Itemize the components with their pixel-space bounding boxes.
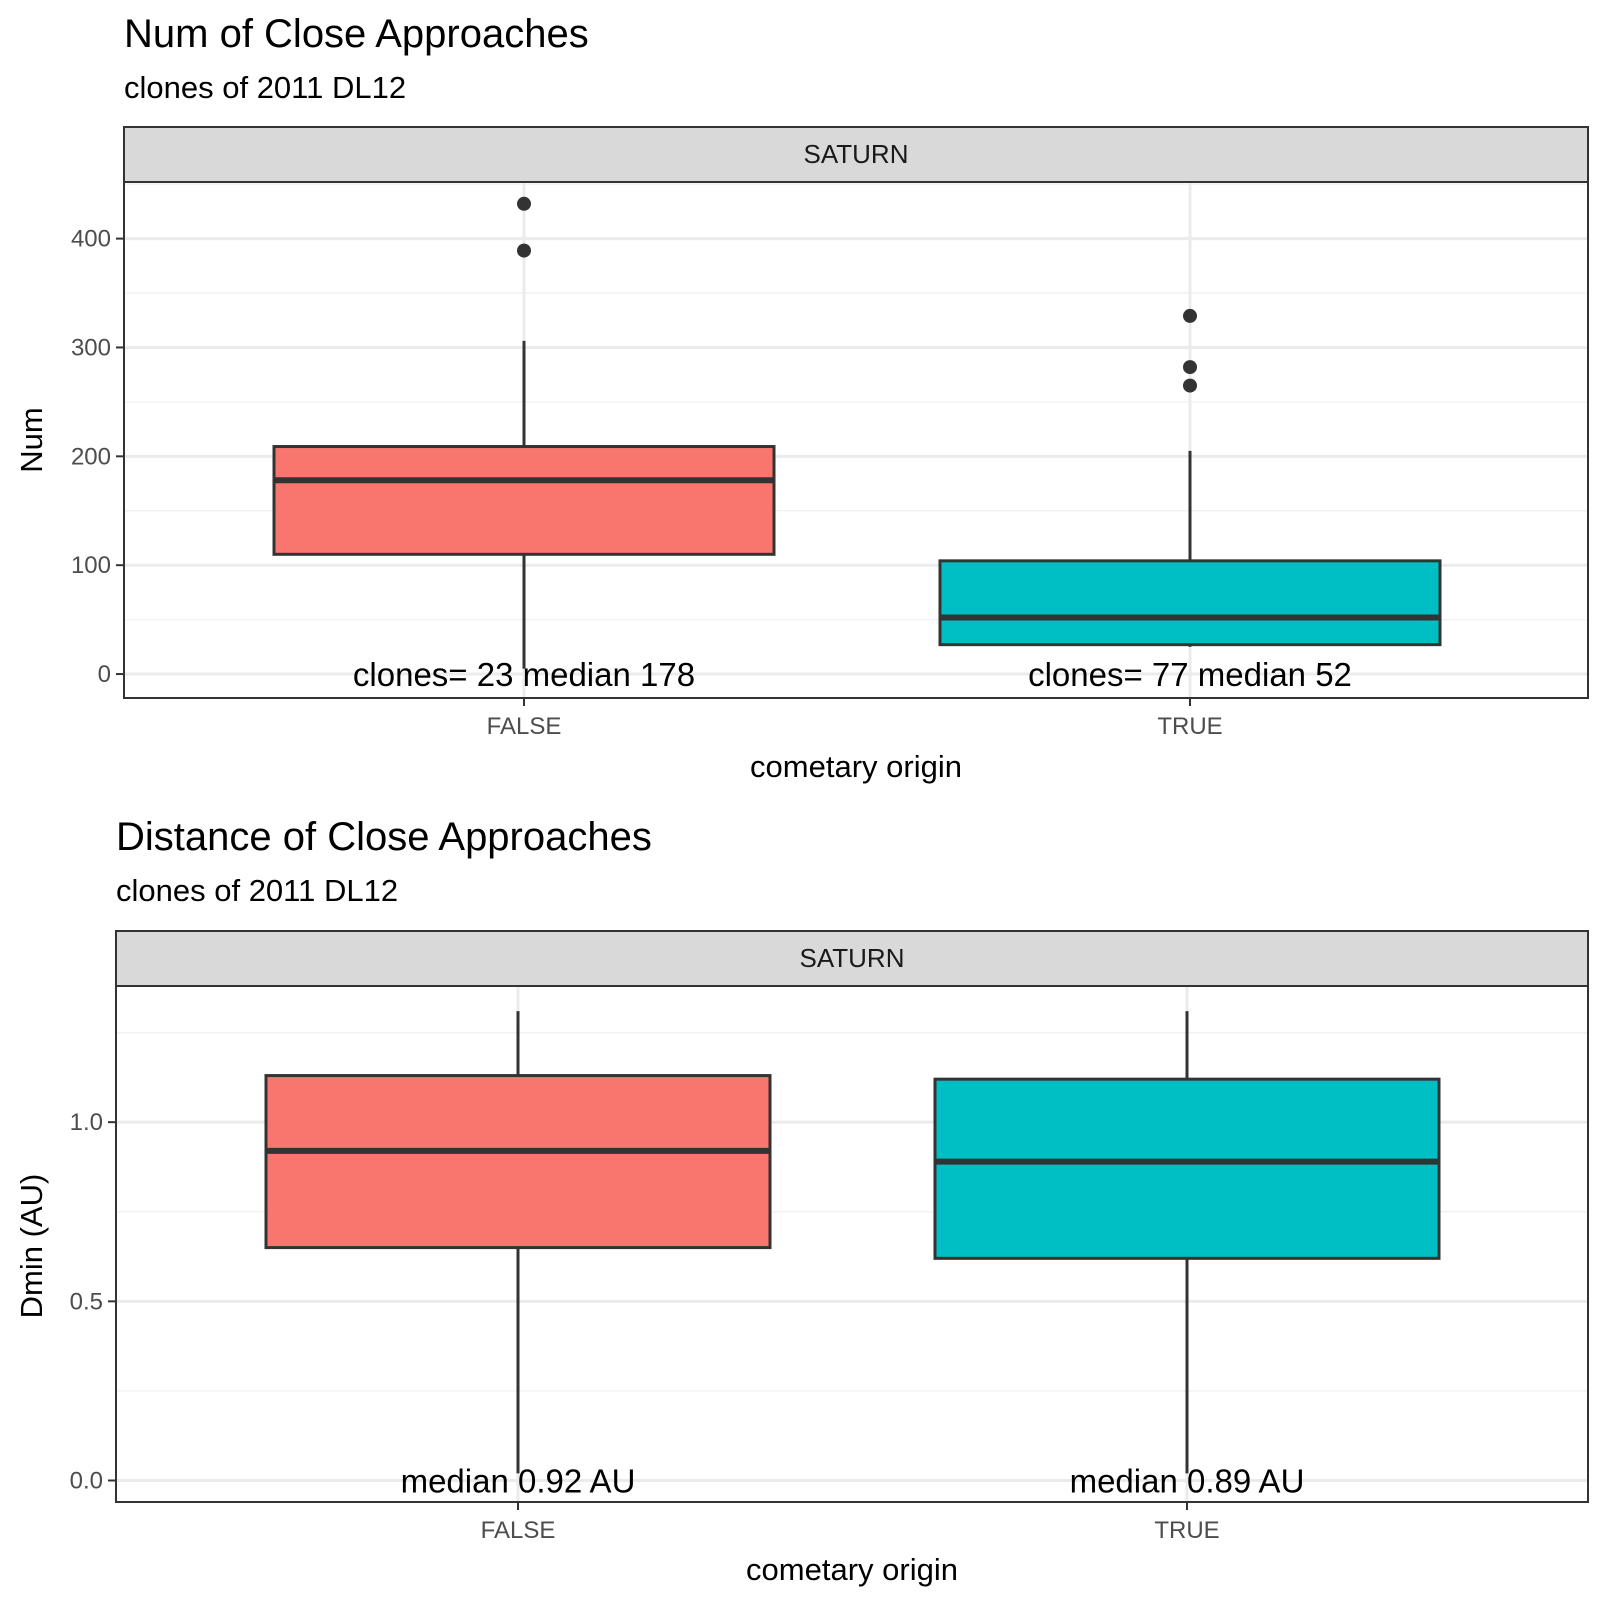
- chart-1-facet-label: SATURN: [804, 139, 909, 169]
- chart-2-annotation: median 0.92 AU: [401, 1463, 636, 1500]
- chart-1-title: Num of Close Approaches: [124, 12, 589, 56]
- chart-2-facet-strip: [115, 930, 1589, 987]
- chart-1-panel-border: [123, 181, 1589, 699]
- chart-1-outlier-point: [1183, 378, 1197, 393]
- chart-2-y-tick-label: 0.0: [70, 1468, 103, 1495]
- chart-1-annotation: clones= 23 median 178: [353, 656, 695, 693]
- chart-1-y-tick-label: 400: [71, 226, 111, 253]
- chart-2-title: Distance of Close Approaches: [116, 815, 652, 859]
- chart-1-x-axis-title: cometary origin: [750, 749, 962, 784]
- chart-2-x-tick-label: FALSE: [481, 1517, 556, 1544]
- chart-1-y-tick-label: 100: [71, 552, 111, 579]
- chart-1-x-tick-label: FALSE: [487, 713, 562, 740]
- chart-1-outlier-point: [517, 196, 531, 211]
- chart-1-box: [272, 445, 776, 556]
- chart-2-x-axis-title: cometary origin: [746, 1552, 958, 1587]
- chart-1: Num of Close Approaches clones of 2011 D…: [14, 12, 1589, 784]
- chart-1-box: [938, 559, 1442, 647]
- chart-2-subtitle: clones of 2011 DL12: [116, 873, 398, 908]
- chart-2-y-tick-label: 0.5: [70, 1288, 103, 1315]
- chart-1-annotation: clones= 77 median 52: [1028, 656, 1352, 693]
- chart-1-y-axis-title: Num: [14, 407, 49, 472]
- chart-2-x-ticks: FALSE TRUE: [481, 1502, 1220, 1544]
- chart-2-box: [933, 1077, 1441, 1260]
- chart-2-marks: median 0.92 AU median 0.89 AU: [264, 1011, 1441, 1500]
- chart-2-y-ticks: 0.0 0.5 1.0: [70, 1109, 116, 1495]
- chart-1-x-tick-label: TRUE: [1157, 713, 1222, 740]
- chart-2-y-tick-label: 1.0: [70, 1109, 103, 1136]
- chart-2-x-tick-label: TRUE: [1154, 1517, 1219, 1544]
- chart-2-panel-border: [115, 985, 1589, 1503]
- chart-1-x-ticks: FALSE TRUE: [487, 698, 1223, 740]
- chart-1-y-tick-label: 200: [71, 443, 111, 470]
- chart-2: Distance of Close Approaches clones of 2…: [14, 815, 1589, 1587]
- chart-1-marks: clones= 23 median 178 clones= 77 median 5…: [272, 196, 1442, 693]
- chart-1-y-ticks: 0 100 200 300 400: [71, 226, 124, 688]
- chart-1-outlier-point: [1183, 360, 1197, 375]
- chart-2-y-axis-title: Dmin (AU): [14, 1174, 49, 1319]
- chart-1-grid: [124, 182, 1588, 698]
- chart-1-subtitle: clones of 2011 DL12: [124, 70, 406, 105]
- chart-2-annotation: median 0.89 AU: [1070, 1463, 1305, 1500]
- chart-2-facet-label: SATURN: [800, 943, 905, 973]
- chart-1-y-tick-label: 0: [98, 661, 111, 688]
- chart-2-box: [264, 1074, 772, 1250]
- chart-1-y-tick-label: 300: [71, 334, 111, 361]
- chart-1-facet-strip: [123, 126, 1589, 183]
- chart-1-outlier-point: [517, 243, 531, 258]
- chart-1-outlier-point: [1183, 308, 1197, 323]
